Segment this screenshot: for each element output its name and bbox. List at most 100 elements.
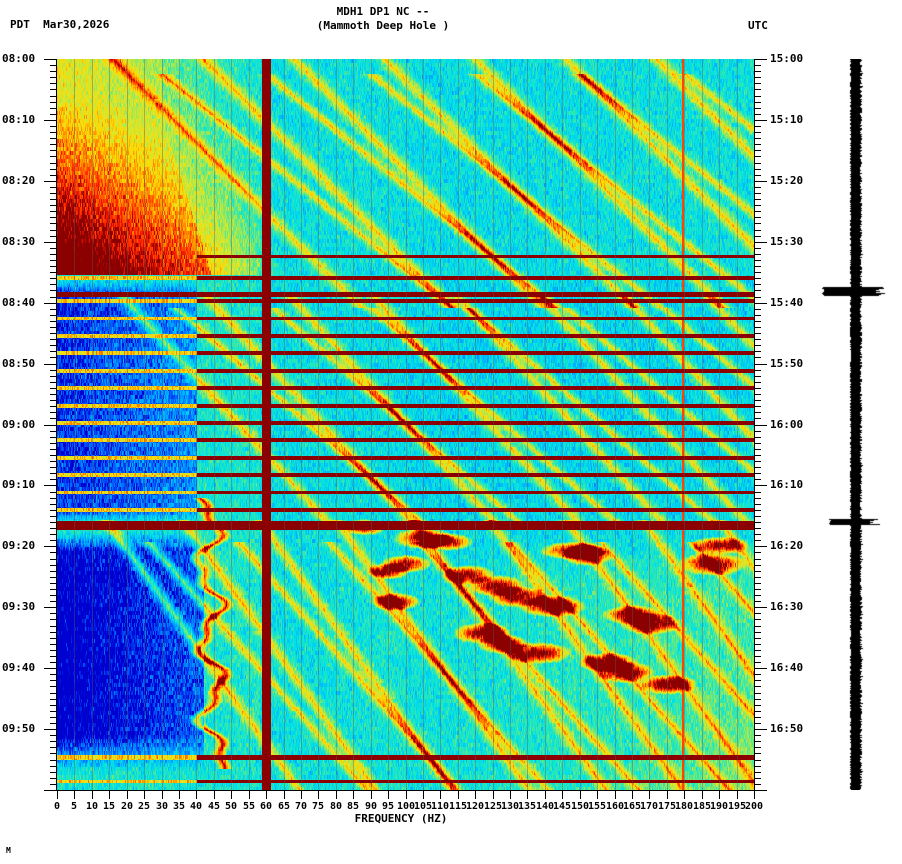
y-axis-left-minor-tick [50, 693, 56, 694]
y-axis-right-minor-tick [755, 406, 761, 407]
y-axis-right-minor-tick [755, 114, 761, 115]
y-axis-left-minor-tick [50, 150, 56, 151]
y-axis-right-minor-tick [755, 449, 761, 450]
y-axis-left-minor-tick [50, 528, 56, 529]
x-axis-label-10: 10 [85, 801, 99, 812]
y-axis-left-minor-tick [50, 711, 56, 712]
y-axis-right-minor-tick [755, 693, 761, 694]
seismogram-panel[interactable] [820, 59, 898, 790]
x-axis-tick-0 [57, 791, 58, 799]
x-axis-tick-110 [440, 791, 441, 799]
y-axis-left-minor-tick [50, 778, 56, 779]
y-axis-right-minor-tick [755, 193, 761, 194]
x-axis-label-160: 160 [605, 801, 625, 812]
y-axis-right-minor-tick [755, 400, 761, 401]
y-axis-right-minor-tick [755, 205, 761, 206]
y-axis-left-minor-tick [50, 577, 56, 578]
y-axis-right-minor-tick [755, 601, 761, 602]
y-axis-left-minor-tick [50, 680, 56, 681]
y-axis-right-minor-tick [755, 144, 761, 145]
y-axis-right-minor-tick [755, 357, 761, 358]
y-axis-right-minor-tick [755, 589, 761, 590]
y-axis-left-minor-tick [50, 65, 56, 66]
y-axis-right-minor-tick [755, 418, 761, 419]
y-axis-right-minor-tick [755, 132, 761, 133]
y-axis-left-line [56, 59, 57, 790]
y-axis-left-label-8: 09:20 [2, 539, 36, 553]
y-axis-right-minor-tick [755, 266, 761, 267]
y-axis-left-major-tick [44, 120, 56, 121]
y-axis-left-major-tick [44, 425, 56, 426]
y-axis-right-minor-tick [755, 632, 761, 633]
y-axis-left-minor-tick [50, 138, 56, 139]
y-axis-right-major-tick [755, 790, 767, 791]
x-axis-label-125: 125 [483, 801, 503, 812]
x-axis-label-170: 170 [639, 801, 659, 812]
y-axis-left-minor-tick [50, 656, 56, 657]
y-axis-left-minor-tick [50, 400, 56, 401]
x-axis-label-60: 60 [259, 801, 273, 812]
y-axis-right-major-tick [755, 242, 767, 243]
x-axis-label-120: 120 [465, 801, 485, 812]
x-axis-label-115: 115 [448, 801, 468, 812]
x-axis-tick-30 [162, 791, 163, 799]
y-axis-right-minor-tick [755, 619, 761, 620]
y-axis-right-minor-tick [755, 552, 761, 553]
y-axis-left-minor-tick [50, 357, 56, 358]
y-axis-right-label-8: 16:20 [770, 539, 804, 553]
y-axis-right-minor-tick [755, 479, 761, 480]
y-axis-left-major-tick [44, 242, 56, 243]
y-axis-right-minor-tick [755, 723, 761, 724]
y-axis-left-minor-tick [50, 83, 56, 84]
y-axis-right-minor-tick [755, 741, 761, 742]
x-axis-label-80: 80 [329, 801, 343, 812]
y-axis-right-major-tick [755, 546, 767, 547]
corner-mark: M [6, 846, 11, 855]
y-axis-left-minor-tick [50, 619, 56, 620]
y-axis-right-minor-tick [755, 559, 761, 560]
y-axis-left-minor-tick [50, 382, 56, 383]
y-axis-left-minor-tick [50, 735, 56, 736]
y-axis-left-major-tick [44, 607, 56, 608]
y-axis-left-minor-tick [50, 254, 56, 255]
x-axis-label-90: 90 [364, 801, 378, 812]
y-axis-right-minor-tick [755, 77, 761, 78]
y-axis-right-major-tick [755, 303, 767, 304]
spectrogram-panel[interactable] [57, 59, 754, 790]
y-axis-left-minor-tick [50, 187, 56, 188]
x-axis-label-50: 50 [224, 801, 238, 812]
y-axis-right-minor-tick [755, 516, 761, 517]
y-axis-right-minor-tick [755, 504, 761, 505]
y-axis-left-minor-tick [50, 260, 56, 261]
y-axis-left-minor-tick [50, 230, 56, 231]
y-axis-right-minor-tick [755, 772, 761, 773]
x-axis-label-105: 105 [413, 801, 433, 812]
y-axis-left-minor-tick [50, 443, 56, 444]
y-axis-left-minor-tick [50, 394, 56, 395]
y-axis-right-minor-tick [755, 297, 761, 298]
y-axis-left-minor-tick [50, 132, 56, 133]
y-axis-right-minor-tick [755, 613, 761, 614]
y-axis-left-minor-tick [50, 236, 56, 237]
y-axis-left-minor-tick [50, 321, 56, 322]
spectrogram-canvas[interactable] [57, 59, 754, 790]
y-axis-left-minor-tick [50, 102, 56, 103]
y-axis-left-minor-tick [50, 272, 56, 273]
x-axis-tick-185 [702, 791, 703, 799]
y-axis-left-minor-tick [50, 290, 56, 291]
x-axis-label-195: 195 [727, 801, 747, 812]
y-axis-right-minor-tick [755, 431, 761, 432]
x-axis-tick-70 [301, 791, 302, 799]
seismogram-canvas[interactable] [820, 59, 898, 790]
y-axis-right-minor-tick [755, 686, 761, 687]
y-axis-left-major-tick [44, 485, 56, 486]
x-axis-tick-180 [684, 791, 685, 799]
y-axis-right-minor-tick [755, 376, 761, 377]
y-axis-left-minor-tick [50, 760, 56, 761]
x-axis-label-130: 130 [500, 801, 520, 812]
x-axis-label-190: 190 [709, 801, 729, 812]
y-axis-right-minor-tick [755, 650, 761, 651]
y-axis-right-minor-tick [755, 662, 761, 663]
y-axis-right-minor-tick [755, 315, 761, 316]
